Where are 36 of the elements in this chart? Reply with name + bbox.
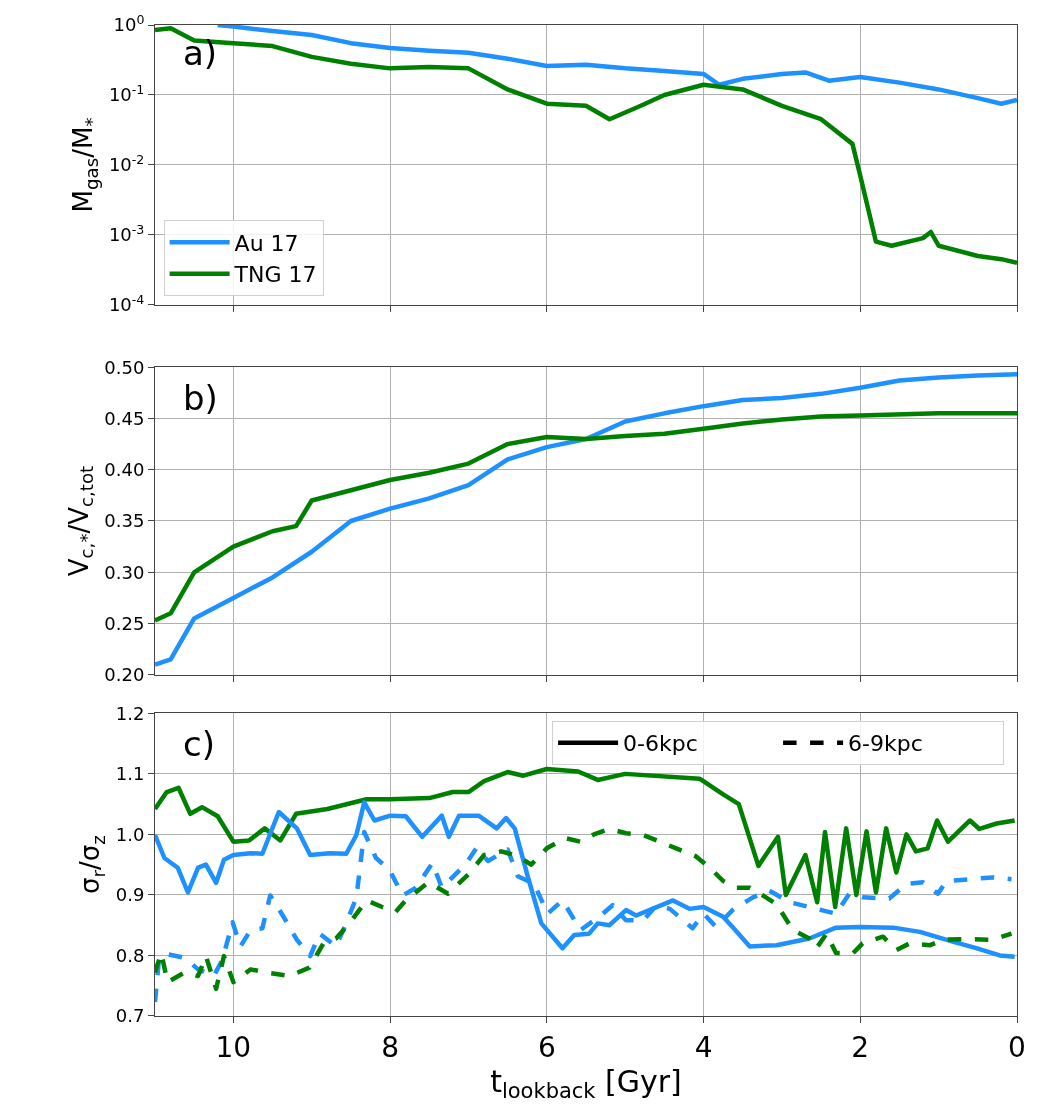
annotation: b) <box>183 378 218 418</box>
y-tick-label: 1.0 <box>115 823 145 845</box>
line-series <box>155 766 1017 910</box>
y-tick-label: 0.7 <box>115 1005 145 1027</box>
line-series <box>215 25 1017 106</box>
y-tick-label: 0.30 <box>104 561 145 583</box>
legend-label: 0-6kpc <box>623 731 698 757</box>
y-tick-label: 10$^{-2}$ <box>108 151 145 176</box>
line-series <box>155 25 1017 265</box>
x-axis-title: t$_{lookback}$ [Gyr] <box>490 1063 682 1103</box>
annotation: c) <box>183 724 215 764</box>
x-tick-label: 4 <box>694 1030 713 1064</box>
y-tick-label: 0.50 <box>104 356 145 378</box>
y-tick-label: 0.40 <box>104 459 145 481</box>
y-tick-label: 10$^{-1}$ <box>108 81 145 106</box>
y-tick-label: 10$^{-4}$ <box>108 291 145 316</box>
line-series <box>155 372 1017 667</box>
legend-label: 6-9kpc <box>848 731 923 757</box>
x-tick-label: 2 <box>851 1030 870 1064</box>
y-tick-label: 0.9 <box>115 884 145 906</box>
y-tick-label: 10$^{0}$ <box>113 11 145 36</box>
x-tick-label: 8 <box>381 1030 399 1064</box>
y-tick-label: 0.25 <box>104 612 145 634</box>
y-tick-label: 0.8 <box>115 944 145 966</box>
legend-label: TNG 17 <box>233 262 317 288</box>
x-tick-label: 10 <box>215 1030 252 1064</box>
y-tick-label: 1.1 <box>115 763 145 785</box>
x-tick-label: 0 <box>1008 1030 1026 1064</box>
annotation: a) <box>183 33 218 73</box>
y-tick-label: 0.35 <box>104 510 145 532</box>
x-tick-label: 6 <box>537 1030 556 1064</box>
y-tick-label: 0.20 <box>104 664 145 686</box>
y-tick-label: 10$^{-3}$ <box>108 221 145 246</box>
legend-label: Au 17 <box>234 230 299 256</box>
y-tick-label: 0.45 <box>104 407 145 429</box>
y-tick-label: 1.2 <box>115 702 145 724</box>
